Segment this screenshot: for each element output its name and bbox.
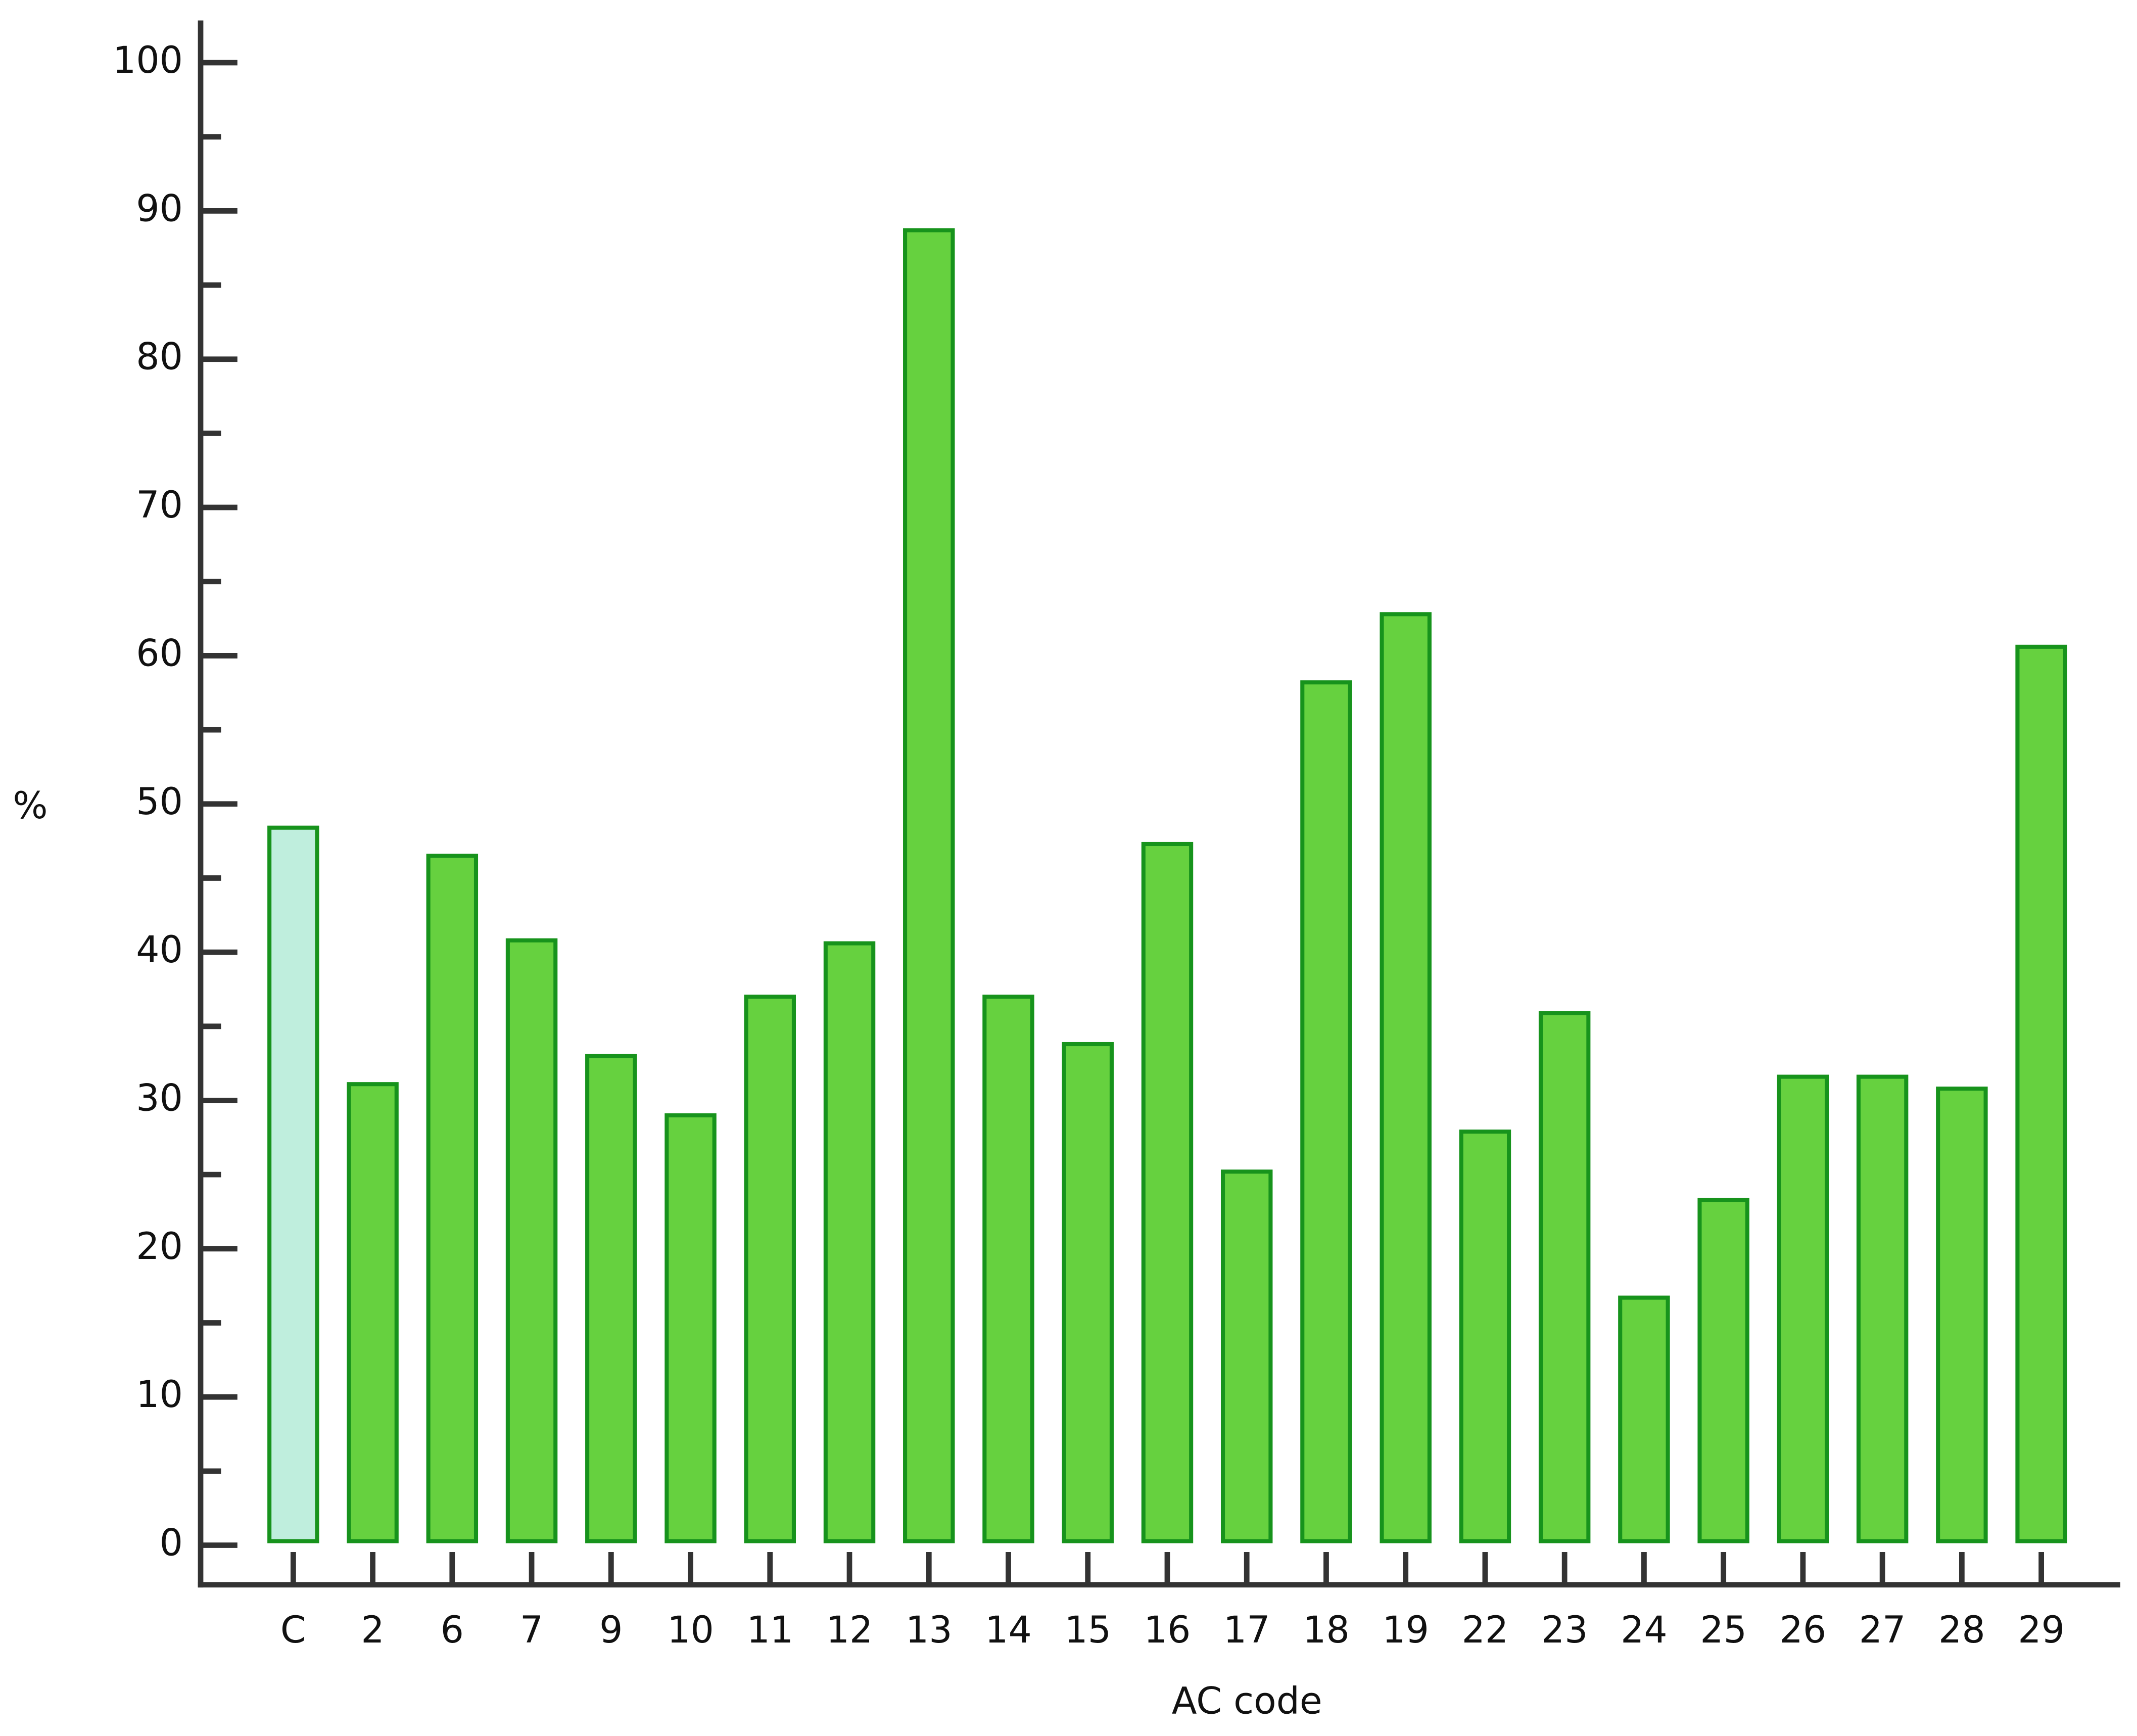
y-tick-label: 0	[160, 1522, 183, 1565]
y-axis-label: %	[13, 784, 48, 827]
y-tick-label: 90	[136, 187, 183, 230]
x-tick-label: 2	[361, 1609, 384, 1652]
x-tick-label: 25	[1700, 1609, 1747, 1652]
x-tick-label: 11	[746, 1609, 793, 1652]
bar	[1856, 1074, 1909, 1543]
x-tick-label: 9	[599, 1609, 623, 1652]
x-tick-label: 12	[826, 1609, 873, 1652]
x-tick-label: 19	[1382, 1609, 1429, 1652]
x-tick-label: 29	[2018, 1609, 2065, 1652]
bar	[744, 995, 796, 1543]
y-tick-label: 100	[113, 39, 183, 82]
bar	[982, 995, 1034, 1543]
y-tick-label: 50	[136, 780, 183, 823]
x-tick-label: 26	[1780, 1609, 1827, 1652]
x-tick-label: 17	[1223, 1609, 1270, 1652]
bar	[2015, 644, 2067, 1543]
x-tick-label: 13	[906, 1609, 953, 1652]
x-tick-label: 16	[1144, 1609, 1191, 1652]
y-tick-label: 20	[136, 1225, 183, 1268]
bar	[1777, 1074, 1829, 1543]
y-tick-label: 10	[136, 1373, 183, 1416]
y-tick-label: 40	[136, 928, 183, 971]
bar	[267, 825, 319, 1543]
x-tick-label: 18	[1303, 1609, 1350, 1652]
bar	[1141, 841, 1194, 1543]
x-tick-label: 14	[985, 1609, 1032, 1652]
bar	[1618, 1295, 1670, 1543]
bar	[823, 941, 876, 1543]
bar	[1220, 1169, 1273, 1543]
bar	[1538, 1011, 1591, 1543]
bar	[1062, 1042, 1114, 1543]
bar	[1459, 1130, 1511, 1543]
y-tick-label: 30	[136, 1076, 183, 1119]
x-axis-label: AC code	[1172, 1679, 1322, 1722]
bar	[664, 1113, 717, 1543]
x-tick-label: 22	[1462, 1609, 1509, 1652]
y-tick-label: 60	[136, 632, 183, 675]
bar	[1300, 680, 1352, 1543]
bar	[1936, 1086, 1988, 1543]
bar	[903, 228, 955, 1543]
bar	[505, 938, 558, 1543]
x-tick-label: 7	[520, 1609, 543, 1652]
bar	[426, 854, 479, 1543]
y-tick-label: 70	[136, 484, 183, 527]
y-tick-label: 80	[136, 336, 183, 379]
x-tick-label: 23	[1541, 1609, 1588, 1652]
x-tick-label: 28	[1938, 1609, 1985, 1652]
x-tick-label: 10	[667, 1609, 714, 1652]
x-tick-label: 27	[1859, 1609, 1906, 1652]
x-tick-label: C	[280, 1609, 306, 1652]
x-tick-label: 6	[441, 1609, 464, 1652]
bar	[1697, 1197, 1749, 1543]
x-tick-label: 15	[1064, 1609, 1111, 1652]
bar	[585, 1054, 637, 1543]
bar	[1380, 612, 1432, 1543]
bar	[347, 1082, 399, 1543]
x-tick-label: 24	[1621, 1609, 1668, 1652]
